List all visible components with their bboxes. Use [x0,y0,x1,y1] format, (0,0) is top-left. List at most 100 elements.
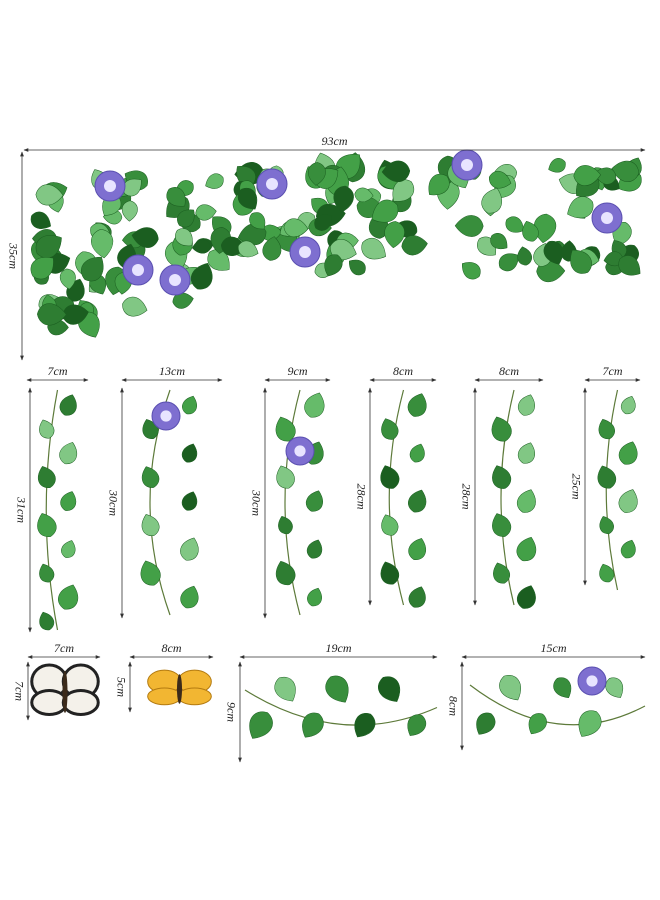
leaf [620,395,636,415]
leaf [548,158,566,173]
leaf [249,711,273,739]
leaf [611,160,640,182]
leaf [599,563,615,583]
leaf [354,187,374,202]
flower-center [601,212,613,224]
leaf [122,296,148,317]
wing [177,687,212,706]
leaf [490,233,508,249]
leaf [392,179,415,202]
leaf [492,513,512,537]
leaf [207,249,230,271]
sticker [491,389,537,609]
leaf [121,200,138,222]
leaf [498,253,519,272]
leaf [262,236,282,261]
leaf [205,173,224,189]
leaf [381,418,399,440]
width-label: 7cm [48,364,68,378]
leaf [305,490,323,512]
leaf [91,229,114,259]
leaf [599,516,614,534]
leaf [59,394,77,416]
leaf [620,539,636,559]
sticker [275,389,325,616]
leaf [594,167,617,185]
leaf [516,489,536,513]
leaf [308,162,326,186]
sticker [244,675,438,739]
leaf [618,441,638,465]
leaf [516,536,537,562]
stem [605,389,619,591]
leaf [59,442,77,464]
leaf [407,714,427,736]
width-label: 8cm [393,364,413,378]
width-label: 19cm [326,641,352,655]
leaf [304,392,325,418]
leaf [522,220,539,242]
leaf [172,292,194,309]
stem [284,389,301,616]
height-label: 5cm [114,677,128,697]
sticker [30,663,100,716]
leaf [325,675,349,703]
leaf [180,537,199,561]
height-label: 31cm [14,496,28,523]
flower-center [461,159,473,171]
width-label: 8cm [499,364,519,378]
height-label: 28cm [459,484,473,510]
sticker [469,666,646,737]
width-label: 13cm [159,364,185,378]
leaf [493,562,511,584]
leaf [516,585,536,609]
sticker [30,149,642,338]
height-label: 7cm [12,681,26,701]
leaf [570,249,592,274]
height-label: 28cm [354,484,368,510]
sticker [140,389,199,616]
leaf [384,221,405,249]
leaf [553,677,572,699]
leaf [597,465,617,489]
leaf [380,465,400,489]
leaf [190,262,213,290]
leaf [492,465,512,489]
leaf [58,584,79,610]
height-label: 9cm [224,702,238,722]
leaf [488,170,512,189]
flower-center [169,274,181,286]
height-label: 35cm [6,242,20,269]
leaf [39,563,55,583]
leaf [302,712,324,738]
leaf [605,677,624,698]
leaf [249,212,266,230]
width-label: 9cm [288,364,308,378]
stem [469,684,646,726]
width-label: 8cm [162,641,182,655]
leaf [59,268,76,290]
flower-center [294,445,306,457]
body [177,674,182,704]
leaf [409,443,425,463]
leaf [35,235,62,259]
leaf [407,393,427,417]
leaf [324,254,343,277]
leaf [275,560,296,586]
leaf [30,257,54,280]
leaf [618,489,638,513]
leaf [314,214,332,231]
body [62,671,68,713]
leaf [361,237,386,260]
leaf [61,540,76,558]
width-label: 15cm [541,641,567,655]
wing [61,689,100,716]
leaf [191,239,211,254]
leaf [177,209,195,228]
flower-center [266,178,278,190]
leaf [37,303,67,326]
leaf [499,675,521,701]
leaf [491,416,512,442]
leaf [283,218,309,237]
